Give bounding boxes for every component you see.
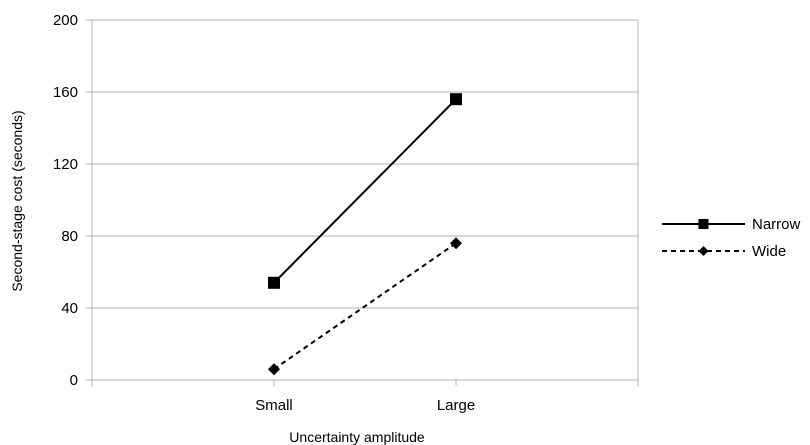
- plot-frame: [91, 20, 639, 386]
- square-marker: [268, 276, 280, 289]
- diamond-marker: [450, 237, 462, 250]
- y-tick-label: 200: [53, 12, 78, 29]
- y-tick-label: 80: [61, 228, 78, 245]
- square-marker: [698, 219, 709, 229]
- legend-label-wide: Wide: [752, 243, 786, 260]
- series-group: [268, 93, 462, 376]
- y-tick-labels: 0 40 80 120 160 200: [53, 12, 78, 389]
- diamond-marker: [268, 363, 280, 376]
- series-line-wide: [273, 242, 457, 371]
- y-tick-label: 40: [61, 300, 78, 317]
- y-tick-label: 120: [53, 156, 78, 173]
- x-tick-label: Small: [255, 397, 293, 414]
- y-tick-label: 160: [53, 84, 78, 101]
- y-tick-label: 0: [70, 372, 78, 389]
- x-tick-label: Large: [437, 397, 475, 414]
- x-axis-label: Uncertainty amplitude: [289, 429, 425, 445]
- square-marker: [450, 93, 462, 106]
- legend-label-narrow: Narrow: [752, 216, 801, 233]
- legend: Narrow Wide: [662, 216, 801, 260]
- x-tick-labels: Small Large: [255, 380, 475, 414]
- series-line-narrow: [273, 98, 457, 284]
- gridlines: [86, 19, 638, 381]
- diamond-marker: [698, 246, 709, 256]
- y-axis-label: Second-stage cost (seconds): [9, 110, 25, 291]
